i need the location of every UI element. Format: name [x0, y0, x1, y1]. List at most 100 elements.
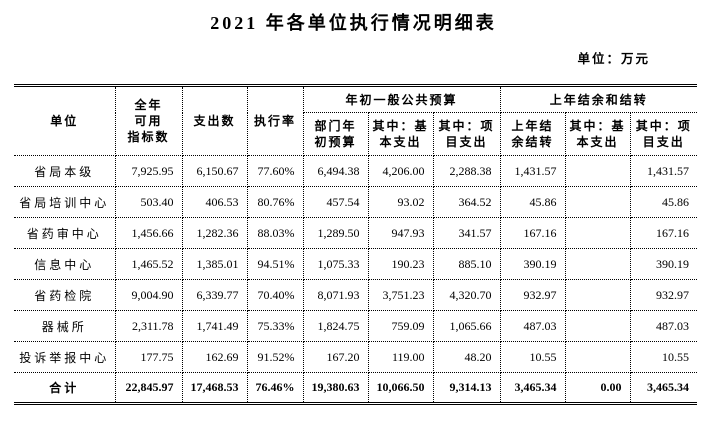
- table-row-total: 合计 22,845.97 17,468.53 76.46% 19,380.63 …: [14, 372, 698, 404]
- value-cell: 80.76%: [246, 186, 304, 218]
- value-cell: 1,456.66: [114, 217, 183, 249]
- value-cell: 1,465.52: [114, 248, 183, 280]
- value-cell: 75.33%: [246, 310, 304, 342]
- table-row: 省局培训中心 503.40 406.53 80.76% 457.54 93.02…: [14, 186, 698, 218]
- value-cell: 9,004.90: [114, 279, 183, 311]
- value-cell: 2,288.38: [432, 155, 501, 187]
- table-row: 信息中心 1,465.52 1,385.01 94.51% 1,075.33 1…: [14, 248, 698, 280]
- value-cell: [564, 341, 631, 373]
- header-carryover-basic: 其中：基 本支出: [564, 112, 631, 156]
- value-cell: 759.09: [367, 310, 434, 342]
- header-budget-basic: 其中：基 本支出: [367, 112, 434, 156]
- value-cell: 88.03%: [246, 217, 304, 249]
- value-cell: 6,494.38: [302, 155, 369, 187]
- value-cell: 390.19: [499, 248, 566, 280]
- value-cell: 503.40: [114, 186, 183, 218]
- value-cell: 947.93: [367, 217, 434, 249]
- value-cell: 10,066.50: [367, 372, 434, 404]
- value-cell: [564, 310, 631, 342]
- header-budget-project: 其中：项 目支出: [432, 112, 501, 156]
- value-cell: 167.16: [499, 217, 566, 249]
- table-row: 省药检院 9,004.90 6,339.77 70.40% 8,071.93 3…: [14, 279, 698, 311]
- value-cell: [564, 279, 631, 311]
- header-group-initial-budget: 年初一般公共预算: [302, 85, 501, 113]
- header-unit: 单位: [14, 85, 116, 156]
- value-cell: 4,320.70: [432, 279, 501, 311]
- value-cell: 0.00: [564, 372, 631, 404]
- value-cell: 94.51%: [246, 248, 304, 280]
- value-cell: 406.53: [181, 186, 248, 218]
- value-cell: 457.54: [302, 186, 369, 218]
- header-carryover-balance: 上年结 余结转: [499, 112, 566, 156]
- value-cell: 364.52: [432, 186, 501, 218]
- value-cell: 76.46%: [246, 372, 304, 404]
- unit-cell: 省局培训中心: [14, 186, 116, 218]
- value-cell: 885.10: [432, 248, 501, 280]
- value-cell: 9,314.13: [432, 372, 501, 404]
- unit-cell: 省药审中心: [14, 217, 116, 249]
- page-title: 2021 年各单位执行情况明细表: [210, 13, 497, 33]
- value-cell: 6,339.77: [181, 279, 248, 311]
- value-cell: 390.19: [629, 248, 698, 280]
- value-cell: 1,385.01: [181, 248, 248, 280]
- table-row: 器械所 2,311.78 1,741.49 75.33% 1,824.75 75…: [14, 310, 698, 342]
- header-execution-rate: 执行率: [246, 85, 304, 156]
- unit-cell: 信息中心: [14, 248, 116, 280]
- value-cell: 1,289.50: [302, 217, 369, 249]
- value-cell: 91.52%: [246, 341, 304, 373]
- value-cell: 17,468.53: [181, 372, 248, 404]
- header-row-subcolumns: 部门年 初预算 其中：基 本支出 其中：项 目支出 上年结 余结转 其中：基 本…: [14, 112, 698, 156]
- header-row-groups: 单位 全年 可用 指标数 支出数 执行率 年初一般公共预算 上年结余和结转: [14, 85, 698, 156]
- value-cell: 487.03: [499, 310, 566, 342]
- value-cell: 6,150.67: [181, 155, 248, 187]
- value-cell: 22,845.97: [114, 372, 183, 404]
- value-cell: 177.75: [114, 341, 183, 373]
- value-cell: 190.23: [367, 248, 434, 280]
- header-annual-quota: 全年 可用 指标数: [114, 85, 183, 156]
- value-cell: [564, 186, 631, 218]
- value-cell: 3,465.34: [629, 372, 698, 404]
- value-cell: 45.86: [629, 186, 698, 218]
- value-cell: 4,206.00: [367, 155, 434, 187]
- unit-cell: 投诉举报中心: [14, 341, 116, 373]
- value-cell: [564, 217, 631, 249]
- table-row: 省局本级 7,925.95 6,150.67 77.60% 6,494.38 4…: [14, 155, 698, 187]
- table-row: 省药审中心 1,456.66 1,282.36 88.03% 1,289.50 …: [14, 217, 698, 249]
- value-cell: 1,431.57: [499, 155, 566, 187]
- unit-cell: 省局本级: [14, 155, 116, 187]
- header-dept-initial-budget: 部门年 初预算: [303, 112, 369, 156]
- header-carryover-project: 其中：项 目支出: [629, 112, 698, 156]
- value-cell: 167.16: [629, 217, 698, 249]
- value-cell: 10.55: [499, 341, 566, 373]
- value-cell: 119.00: [367, 341, 434, 373]
- value-cell: 3,751.23: [367, 279, 434, 311]
- value-cell: 77.60%: [246, 155, 304, 187]
- value-cell: 2,311.78: [114, 310, 183, 342]
- value-cell: 8,071.93: [302, 279, 369, 311]
- value-cell: 487.03: [629, 310, 698, 342]
- value-cell: 1,282.36: [181, 217, 248, 249]
- value-cell: 1,075.33: [302, 248, 369, 280]
- unit-cell: 器械所: [14, 310, 116, 342]
- unit-of-measure-note: 单位：万元: [577, 52, 650, 66]
- value-cell: 48.20: [432, 341, 501, 373]
- header-expenditure: 支出数: [181, 85, 248, 156]
- value-cell: 341.57: [432, 217, 501, 249]
- value-cell: [564, 155, 631, 187]
- value-cell: 1,431.57: [629, 155, 698, 187]
- value-cell: 19,380.63: [302, 372, 369, 404]
- unit-cell: 合计: [14, 372, 116, 404]
- execution-details-table: 单位 全年 可用 指标数 支出数 执行率 年初一般公共预算 上年结余和结转 部门…: [14, 84, 698, 405]
- value-cell: 10.55: [629, 341, 698, 373]
- value-cell: 45.86: [499, 186, 566, 218]
- value-cell: 3,465.34: [499, 372, 566, 404]
- value-cell: 70.40%: [246, 279, 304, 311]
- value-cell: 1,824.75: [302, 310, 369, 342]
- value-cell: 932.97: [629, 279, 698, 311]
- header-group-carryover: 上年结余和结转: [499, 85, 698, 113]
- value-cell: 1,065.66: [432, 310, 501, 342]
- value-cell: 167.20: [302, 341, 369, 373]
- value-cell: 7,925.95: [114, 155, 183, 187]
- unit-cell: 省药检院: [14, 279, 116, 311]
